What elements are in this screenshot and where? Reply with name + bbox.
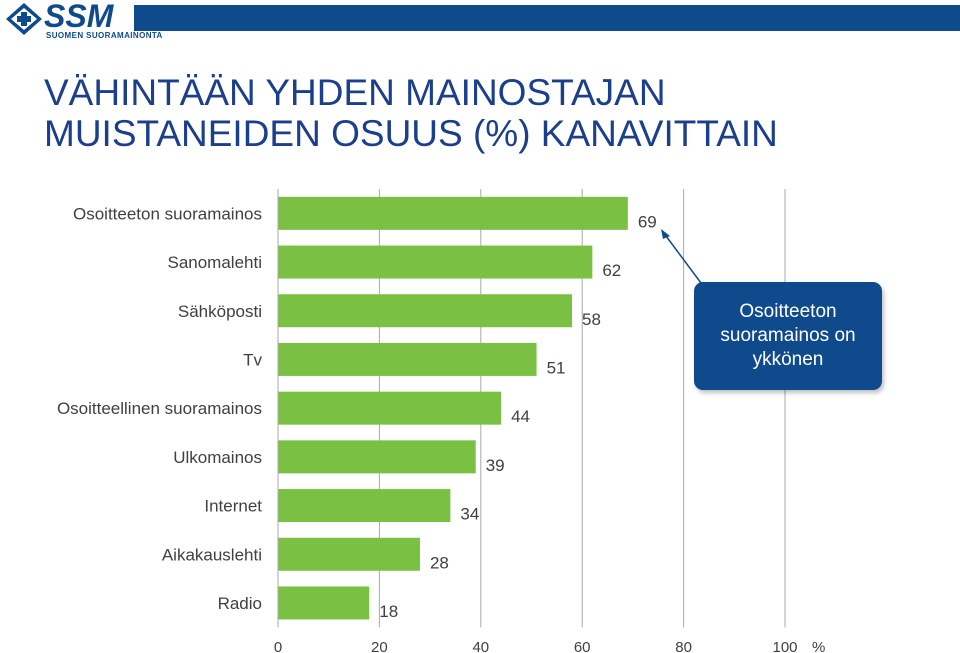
data-label: 18 xyxy=(379,602,398,621)
category-label: Sanomalehti xyxy=(167,253,262,272)
svg-text:SSM: SSM xyxy=(44,2,115,32)
x-tick-label: 0 xyxy=(274,639,282,653)
category-label: Internet xyxy=(204,497,262,516)
bar xyxy=(278,294,573,328)
bar xyxy=(278,391,502,425)
x-tick-label: 40 xyxy=(472,639,489,653)
bar xyxy=(278,586,370,620)
data-label: 62 xyxy=(602,261,621,280)
page-title: VÄHINTÄÄN YHDEN MAINOSTAJAN MUISTANEIDEN… xyxy=(44,72,778,154)
category-label: Ulkomainos xyxy=(173,448,262,467)
header-bar xyxy=(134,5,960,31)
data-label: 58 xyxy=(582,310,601,329)
callout-arrowhead xyxy=(661,229,670,239)
ssm-logo: SSM SUOMEN SUORAMAINONTA xyxy=(4,2,162,42)
logo-wordmark: SSM xyxy=(44,2,115,32)
bar xyxy=(278,489,451,523)
bar xyxy=(278,537,420,571)
title-line-1: VÄHINTÄÄN YHDEN MAINOSTAJAN xyxy=(44,72,666,113)
data-label: 69 xyxy=(638,212,657,231)
x-tick-label: 100 xyxy=(772,639,797,653)
x-tick-label: 60 xyxy=(574,639,591,653)
data-label: 51 xyxy=(547,358,566,377)
data-label: 39 xyxy=(486,456,505,475)
bar xyxy=(278,342,537,376)
category-label: Tv xyxy=(243,350,262,369)
category-label: Aikakauslehti xyxy=(162,545,262,564)
data-label: 44 xyxy=(511,407,530,426)
callout-text: Osoitteeton suoramainos on ykkönen xyxy=(720,301,856,370)
category-label: Radio xyxy=(218,594,262,613)
x-tick-label: 20 xyxy=(371,639,388,653)
callout-pointer xyxy=(665,235,702,284)
category-label: Osoitteellinen suoramainos xyxy=(57,399,262,418)
x-tick-label: 80 xyxy=(675,639,692,653)
title-line-2: MUISTANEIDEN OSUUS (%) KANAVITTAIN xyxy=(44,113,778,154)
category-label: Osoitteeton suoramainos xyxy=(73,204,262,223)
logo-emblem-icon xyxy=(6,3,42,35)
category-label: Sähköposti xyxy=(178,302,262,321)
callout-box: Osoitteeton suoramainos on ykkönen xyxy=(694,282,882,390)
bar xyxy=(278,440,476,474)
data-label: 34 xyxy=(460,505,479,524)
data-label: 28 xyxy=(430,553,449,572)
bar xyxy=(278,196,628,230)
logo-tagline: SUOMEN SUORAMAINONTA xyxy=(46,31,163,40)
bar xyxy=(278,245,593,279)
x-unit-label: % xyxy=(812,639,825,653)
